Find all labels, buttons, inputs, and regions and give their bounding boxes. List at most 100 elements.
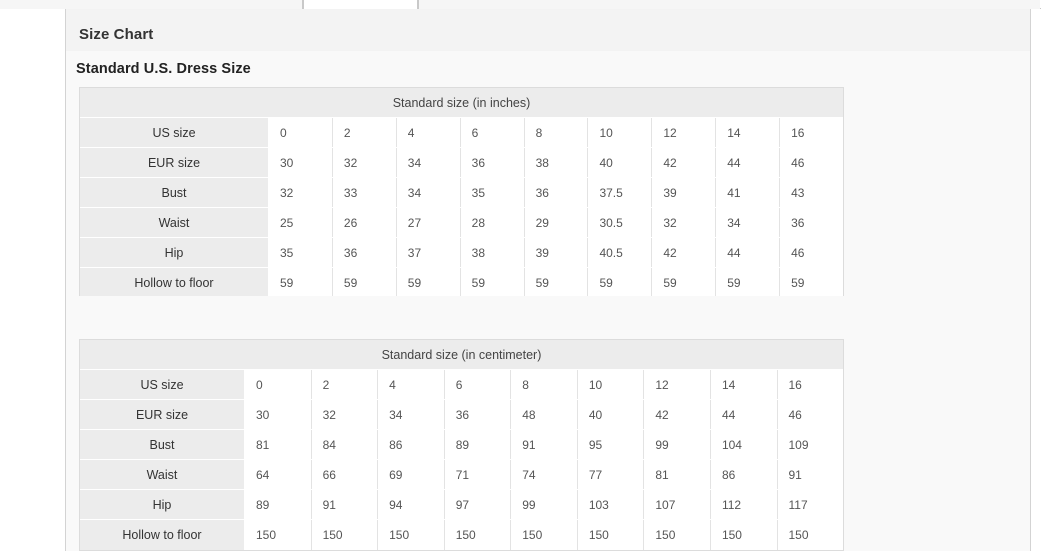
table-cell: 38 bbox=[460, 238, 525, 267]
panel-body: Standard U.S. Dress Size Standard size (… bbox=[66, 51, 1030, 551]
row-label: Waist bbox=[80, 208, 269, 237]
table-cell: 99 bbox=[644, 430, 711, 459]
table-row: EUR size 30 32 34 36 38 40 42 44 46 bbox=[80, 148, 844, 178]
table-cell: 30 bbox=[245, 400, 312, 429]
table-cell: 150 bbox=[311, 520, 379, 550]
tab-next[interactable] bbox=[418, 0, 1040, 9]
table-cell: 0 bbox=[245, 370, 312, 399]
table-cell: 30.5 bbox=[588, 208, 653, 237]
table-cell: 32 bbox=[652, 208, 717, 237]
table-cell: 37.5 bbox=[588, 178, 653, 207]
table-cell: 34 bbox=[396, 178, 461, 207]
row-label: Hollow to floor bbox=[80, 520, 245, 550]
table-cell: 69 bbox=[378, 460, 445, 489]
table-cell: 86 bbox=[710, 460, 778, 489]
table-cell: 4 bbox=[378, 370, 445, 399]
size-table-centimeter: Standard size (in centimeter) US size 0 … bbox=[79, 339, 844, 551]
table-cell: 6 bbox=[444, 370, 512, 399]
table-cell: 26 bbox=[332, 208, 397, 237]
table-caption-inches: Standard size (in inches) bbox=[80, 88, 843, 118]
tab-active[interactable] bbox=[303, 0, 418, 9]
table-cell: 107 bbox=[644, 490, 711, 519]
table-cell: 14 bbox=[716, 118, 781, 147]
row-label: Waist bbox=[80, 460, 245, 489]
table-cell: 94 bbox=[378, 490, 445, 519]
table-cell: 86 bbox=[378, 430, 445, 459]
row-label: Hip bbox=[80, 490, 245, 519]
table-cell: 14 bbox=[710, 370, 778, 399]
table-cell: 109 bbox=[777, 430, 844, 459]
table-cell: 99 bbox=[511, 490, 578, 519]
table-cell: 46 bbox=[780, 148, 844, 177]
row-label: Bust bbox=[80, 430, 245, 459]
table-cell: 59 bbox=[332, 268, 397, 298]
table-cell: 91 bbox=[511, 430, 578, 459]
table-cell: 150 bbox=[577, 520, 645, 550]
table-cell: 150 bbox=[644, 520, 711, 550]
table-cell: 2 bbox=[311, 370, 379, 399]
table-cell: 28 bbox=[460, 208, 525, 237]
tab-previous[interactable] bbox=[0, 0, 303, 9]
table-cell: 10 bbox=[588, 118, 653, 147]
table-cell: 150 bbox=[777, 520, 844, 550]
table-cell: 91 bbox=[777, 460, 844, 489]
table-row: EUR size 30 32 34 36 48 40 42 44 46 bbox=[80, 400, 844, 430]
table-cell: 33 bbox=[332, 178, 397, 207]
row-label: EUR size bbox=[80, 400, 245, 429]
table-cell: 44 bbox=[710, 400, 778, 429]
table-cell: 12 bbox=[644, 370, 711, 399]
table-cell: 81 bbox=[644, 460, 711, 489]
table-cell: 34 bbox=[378, 400, 445, 429]
row-label: EUR size bbox=[80, 148, 269, 177]
table-cell: 25 bbox=[269, 208, 333, 237]
table-cell: 8 bbox=[511, 370, 578, 399]
table-cell: 59 bbox=[780, 268, 844, 298]
table-cell: 40.5 bbox=[588, 238, 653, 267]
table-cell: 97 bbox=[444, 490, 512, 519]
table-cell: 36 bbox=[524, 178, 589, 207]
row-label: Hip bbox=[80, 238, 269, 267]
table-cell: 39 bbox=[652, 178, 717, 207]
table-cell: 59 bbox=[269, 268, 333, 298]
table-cell: 39 bbox=[524, 238, 589, 267]
table-cell: 4 bbox=[396, 118, 461, 147]
table-cell: 89 bbox=[444, 430, 512, 459]
table-row: Hollow to floor 59 59 59 59 59 59 59 59 … bbox=[80, 268, 844, 298]
table-cell: 42 bbox=[652, 238, 717, 267]
table-cell: 77 bbox=[577, 460, 645, 489]
table-cell: 46 bbox=[780, 238, 844, 267]
table-cell: 32 bbox=[311, 400, 379, 429]
table-cell: 35 bbox=[460, 178, 525, 207]
table-cell: 48 bbox=[511, 400, 578, 429]
table-cell: 2 bbox=[332, 118, 397, 147]
table-cell: 59 bbox=[524, 268, 589, 298]
table-cell: 8 bbox=[524, 118, 589, 147]
table-cell: 59 bbox=[716, 268, 781, 298]
table-row: US size 0 2 4 6 8 10 12 14 16 bbox=[80, 370, 844, 400]
table-cell: 59 bbox=[460, 268, 525, 298]
table-cell: 34 bbox=[716, 208, 781, 237]
table-cell: 81 bbox=[245, 430, 312, 459]
table-cell: 66 bbox=[311, 460, 379, 489]
table-cell: 12 bbox=[652, 118, 717, 147]
table-cell: 71 bbox=[444, 460, 512, 489]
table-cell: 150 bbox=[710, 520, 778, 550]
table-cell: 36 bbox=[444, 400, 512, 429]
table-cell: 44 bbox=[716, 238, 781, 267]
section-title: Standard U.S. Dress Size bbox=[76, 61, 251, 77]
table-row: Hip 35 36 37 38 39 40.5 42 44 46 bbox=[80, 238, 844, 268]
table-separator bbox=[79, 296, 844, 336]
table-cell: 27 bbox=[396, 208, 461, 237]
table-cell: 42 bbox=[652, 148, 717, 177]
table-cell: 6 bbox=[460, 118, 525, 147]
table-cell: 32 bbox=[269, 178, 333, 207]
table-cell: 40 bbox=[577, 400, 645, 429]
table-cell: 150 bbox=[378, 520, 445, 550]
table-cell: 117 bbox=[777, 490, 844, 519]
table-cell: 46 bbox=[777, 400, 844, 429]
table-cell: 38 bbox=[524, 148, 589, 177]
table-cell: 150 bbox=[511, 520, 578, 550]
tab-strip bbox=[0, 0, 1041, 9]
table-cell: 42 bbox=[644, 400, 711, 429]
